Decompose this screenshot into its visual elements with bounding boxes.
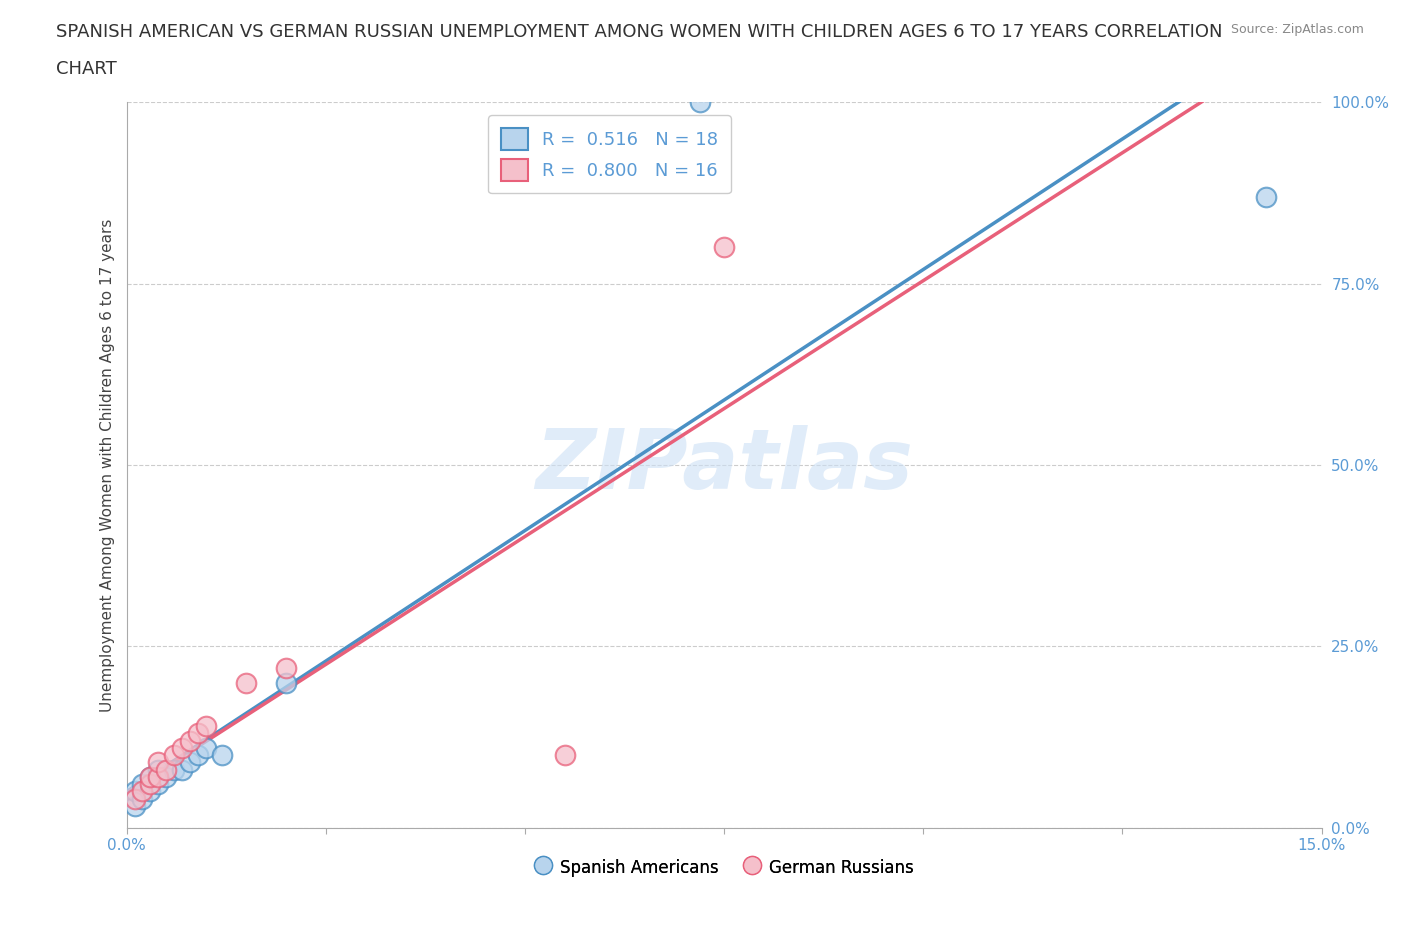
Point <box>554 748 576 763</box>
Point <box>124 784 146 799</box>
Text: SPANISH AMERICAN VS GERMAN RUSSIAN UNEMPLOYMENT AMONG WOMEN WITH CHILDREN AGES 6: SPANISH AMERICAN VS GERMAN RUSSIAN UNEMP… <box>56 23 1223 41</box>
Point <box>172 763 194 777</box>
Point <box>713 240 735 255</box>
Point <box>689 95 711 110</box>
Text: CHART: CHART <box>56 60 117 78</box>
Point <box>179 733 201 748</box>
Point <box>124 799 146 814</box>
Point <box>187 726 209 741</box>
Point <box>235 675 257 690</box>
Point <box>139 784 162 799</box>
Point <box>131 791 153 806</box>
Point <box>211 748 233 763</box>
Point <box>139 777 162 791</box>
Point <box>187 748 209 763</box>
Y-axis label: Unemployment Among Women with Children Ages 6 to 17 years: Unemployment Among Women with Children A… <box>100 219 115 711</box>
Point <box>148 763 170 777</box>
Point <box>163 748 186 763</box>
Point <box>131 777 153 791</box>
Point <box>131 784 153 799</box>
Point <box>139 769 162 784</box>
Legend: Spanish Americans, German Russians: Spanish Americans, German Russians <box>529 851 920 884</box>
Text: ZIPatlas: ZIPatlas <box>536 424 912 506</box>
Point <box>1254 189 1277 204</box>
Point <box>155 763 177 777</box>
Point <box>172 740 194 755</box>
Point <box>139 769 162 784</box>
Point <box>155 769 177 784</box>
Point <box>195 719 218 734</box>
Point <box>274 660 297 675</box>
Point <box>179 755 201 770</box>
Point <box>163 763 186 777</box>
Point <box>195 740 218 755</box>
Text: Source: ZipAtlas.com: Source: ZipAtlas.com <box>1230 23 1364 36</box>
Point <box>124 791 146 806</box>
Point <box>148 777 170 791</box>
Point <box>274 675 297 690</box>
Point <box>148 769 170 784</box>
Point <box>148 755 170 770</box>
